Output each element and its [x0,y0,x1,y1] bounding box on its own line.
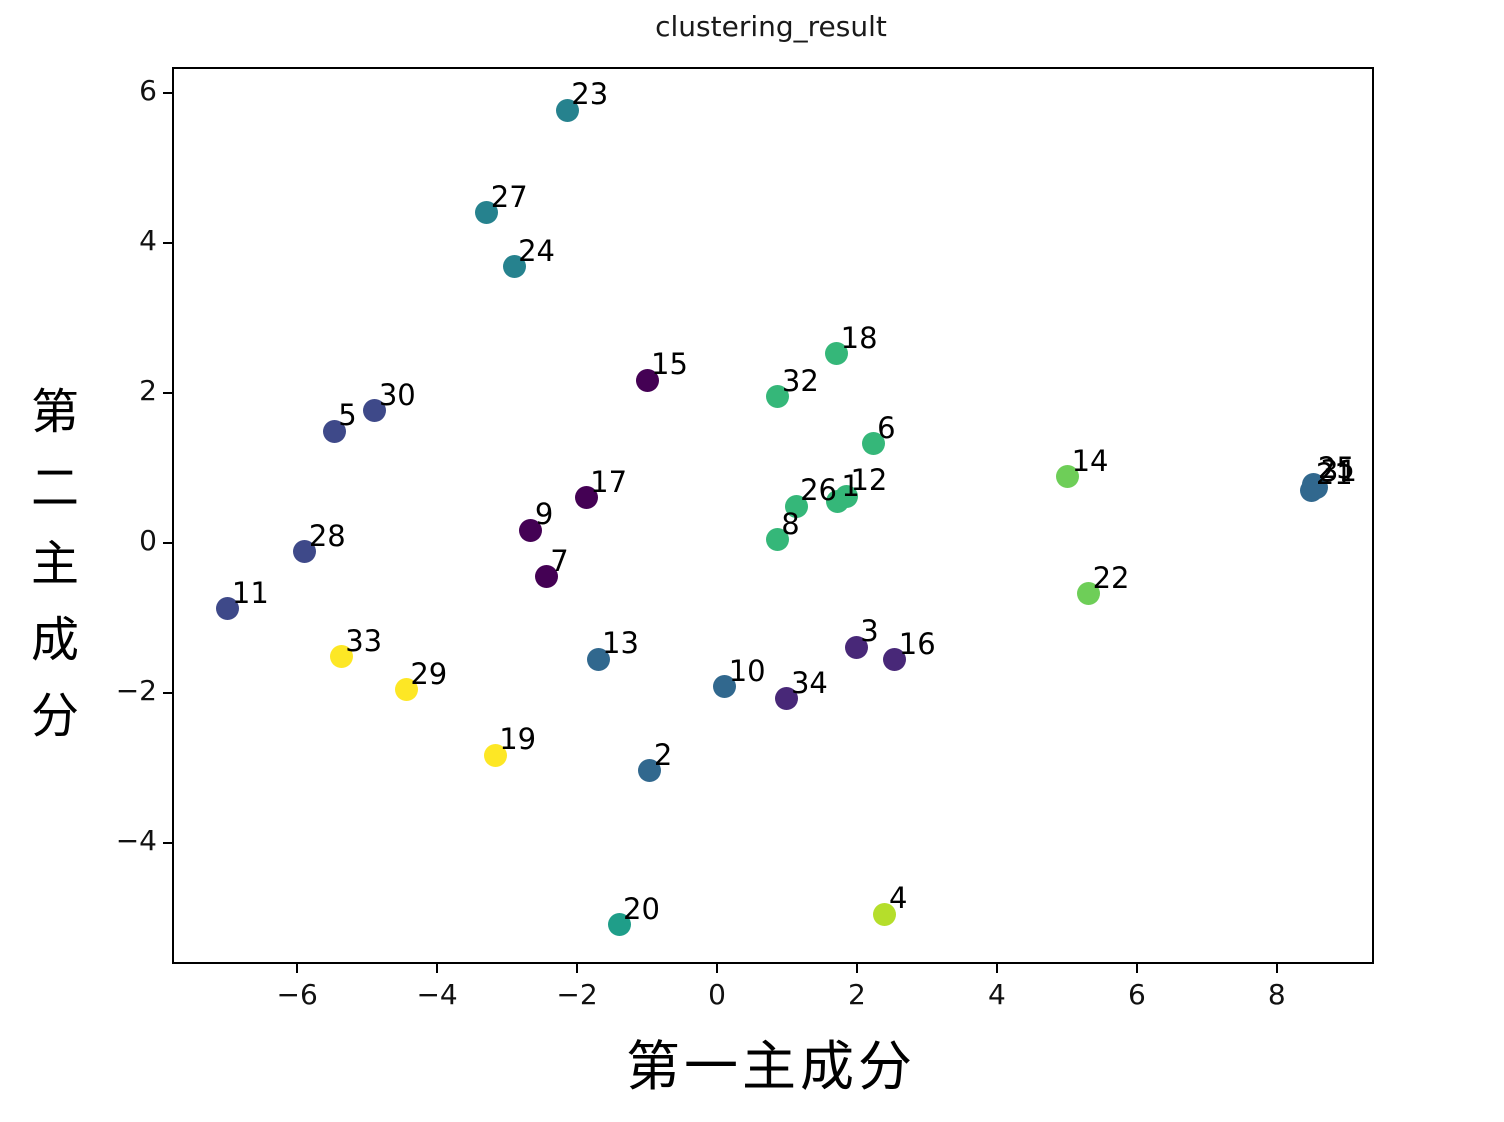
data-point [475,201,499,225]
data-point [322,419,346,443]
point-label: 16 [898,626,936,661]
y-tick-label: −4 [115,823,157,857]
x-tick [296,962,299,973]
data-point [834,484,858,508]
point-label: 5 [338,398,357,433]
data-point [1304,475,1328,499]
data-point [519,518,543,542]
data-point [713,675,737,699]
point-label: 9 [534,497,554,532]
data-point [363,399,387,423]
chart-title: clustering_result [655,10,887,43]
data-point [483,743,507,767]
y-axis-label: 第二主成分 [22,386,78,766]
x-tick [436,962,439,973]
x-tick-label: −4 [416,978,458,1011]
plot-area: −6 −4 −2 0 2 4 6 8 −4 −2 0 2 4 6 1 2 3 4 5 6 7 8 9 10 11 12 13 14 15… [116,67,1374,1011]
point-label: 13 [602,626,639,661]
x-tick [1275,962,1278,973]
x-tick-label: 0 [708,978,726,1011]
data-point [766,385,790,409]
point-label: 25 [1317,451,1355,486]
point-label: 10 [728,653,766,688]
y-tick [163,241,174,244]
x-tick-label: 2 [848,978,866,1011]
data-point [635,368,659,392]
point-label: 14 [1071,443,1109,478]
point-label: 3 [860,614,879,649]
point-label: 18 [840,320,878,355]
x-tick-label: 8 [1267,978,1286,1011]
point-label: 17 [590,464,628,499]
point-label: 23 [571,77,609,112]
point-label: 12 [850,463,888,498]
point-label: 20 [623,891,660,926]
x-tick [995,962,998,973]
point-label: 11 [231,575,269,610]
data-point [534,565,558,589]
point-label: 24 [518,233,555,268]
data-point [216,597,240,621]
point-label: 34 [790,665,828,700]
x-tick [855,962,858,973]
point-label: 2 [653,737,673,772]
data-point [1077,582,1101,606]
point-label: 8 [781,506,800,541]
x-tick [1135,962,1138,973]
x-tick [716,962,719,973]
data-point [784,494,808,518]
data-point [765,528,789,552]
y-tick [163,691,174,694]
data-point [502,255,526,279]
point-label: 28 [308,518,346,553]
point-label: 27 [490,179,528,214]
point-label: 6 [877,410,896,445]
data-point [555,98,579,122]
data-point [775,687,799,711]
x-tick-label: −2 [556,978,598,1011]
x-tick [576,962,579,973]
y-tick-label: 6 [139,73,157,107]
point-label: 32 [781,363,819,398]
point-label: 22 [1092,560,1130,595]
point-label: 33 [345,623,383,658]
y-tick-label: 2 [139,373,157,407]
point-label: 7 [550,543,569,578]
y-tick-label: 4 [139,223,157,257]
point-label: 1 [841,468,860,503]
x-tick-label: −6 [276,978,318,1011]
data-point [825,342,849,366]
data-point [586,647,610,671]
data-point [607,913,631,936]
data-point [394,678,418,702]
point-label: 26 [800,473,837,508]
y-tick [163,841,174,844]
data-point [873,902,897,926]
point-label: 31 [1320,454,1357,489]
point-label: 4 [888,881,908,915]
y-tick-label: −2 [115,673,157,707]
x-tick-label: 4 [988,978,1006,1011]
point-label: 21 [1315,457,1353,492]
data-point [638,759,662,783]
point-label: 29 [410,656,448,691]
y-tick [163,91,174,94]
x-axis-label: 第一主成分 [626,1035,916,1098]
data-point [1056,465,1080,489]
data-point [329,645,353,669]
y-tick [163,391,174,394]
data-point [574,486,598,510]
x-tick-label: 6 [1127,978,1146,1011]
point-label: 15 [651,347,688,382]
y-tick-label: 0 [139,523,157,557]
data-point [883,648,907,672]
data-point [293,540,317,564]
point-label: 30 [378,377,416,412]
point-label: 19 [499,722,537,757]
data-point [844,635,868,659]
data-point [861,432,885,456]
y-tick [163,541,174,544]
